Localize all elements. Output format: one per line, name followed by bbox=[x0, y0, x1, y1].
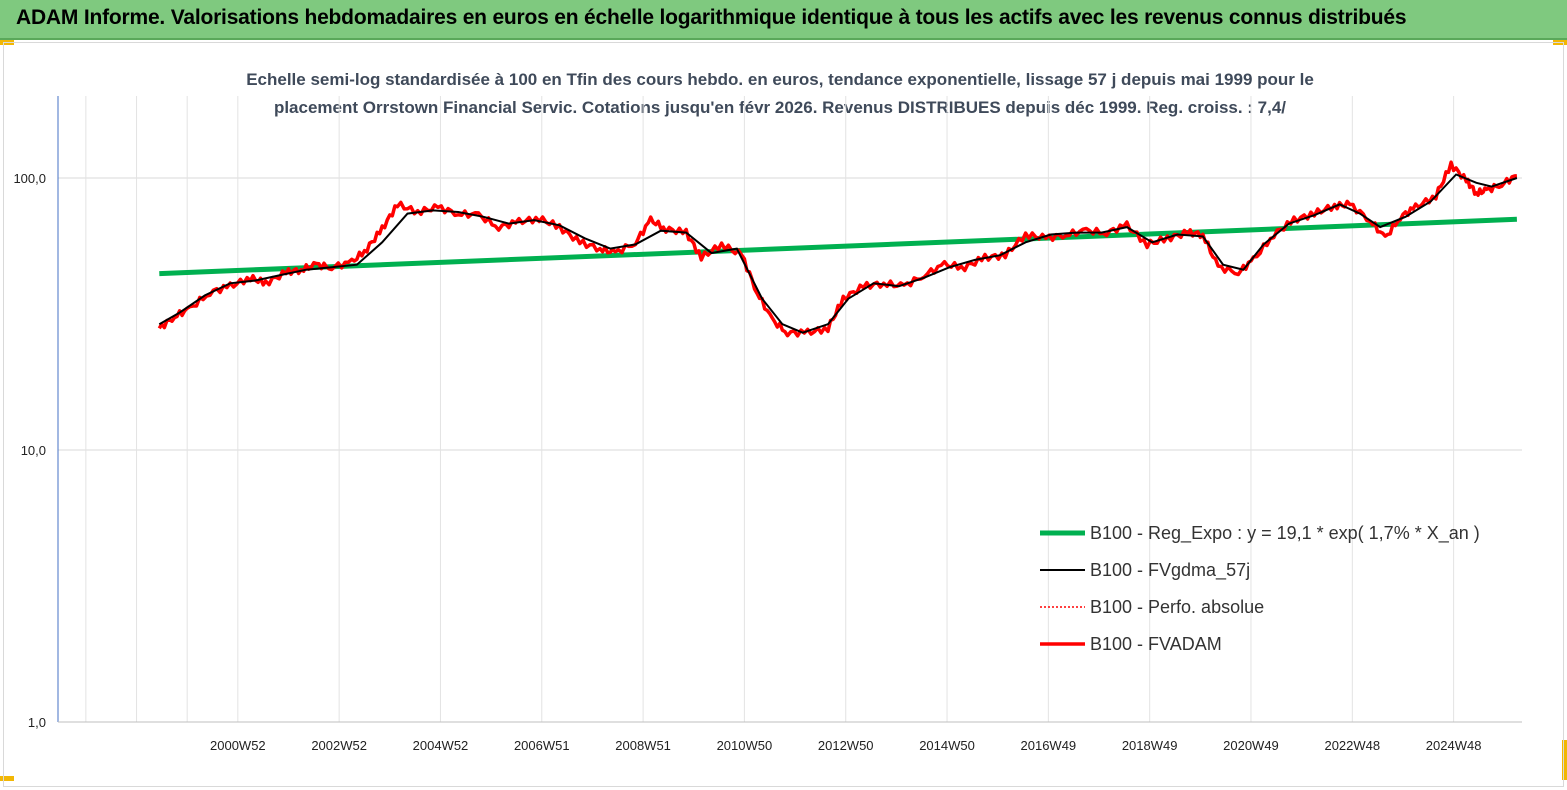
x-tick-label: 2018W49 bbox=[1122, 738, 1178, 753]
grid-layer bbox=[58, 96, 1522, 723]
legend-label-3: B100 - FVADAM bbox=[1090, 634, 1222, 654]
report-title: ADAM Informe. Valorisations hebdomadaire… bbox=[16, 6, 1407, 29]
chart-title-line-2: placement Orrstown Financial Servic. Cot… bbox=[273, 98, 1287, 117]
x-tick-label: 2020W49 bbox=[1223, 738, 1279, 753]
x-tick-label: 2014W50 bbox=[919, 738, 975, 753]
y-tick-label: 100,0 bbox=[13, 171, 46, 186]
x-tick-label: 2000W52 bbox=[210, 738, 266, 753]
x-tick-label: 2022W48 bbox=[1324, 738, 1380, 753]
x-tick-label: 2006W51 bbox=[514, 738, 570, 753]
chart-title: Echelle semi-log standardisée à 100 en T… bbox=[180, 66, 1380, 122]
chart-title-line-1: Echelle semi-log standardisée à 100 en T… bbox=[246, 70, 1314, 89]
x-tick-label: 2002W52 bbox=[311, 738, 367, 753]
legend-label-1: B100 - FVgdma_57j bbox=[1090, 560, 1250, 581]
x-tick-label: 2008W51 bbox=[615, 738, 671, 753]
legend-label-0: B100 - Reg_Expo : y = 19,1 * exp( 1,7% *… bbox=[1090, 523, 1480, 544]
x-tick-label: 2024W48 bbox=[1426, 738, 1482, 753]
axis-layer: 100,0 10,0 1,0 2000W52 2002W52 2004W52 2006W51… bbox=[13, 96, 1522, 753]
series-line-0 bbox=[159, 216, 1517, 277]
chart-legend: B100 - Reg_Expo : y = 19,1 * exp( 1,7% *… bbox=[1040, 523, 1480, 654]
x-tick-label: 2004W52 bbox=[413, 738, 469, 753]
series-line-3 bbox=[157, 160, 1518, 338]
series-layer bbox=[157, 160, 1518, 338]
series-line-1 bbox=[158, 173, 1518, 334]
y-tick-label: 1,0 bbox=[28, 715, 46, 730]
y-tick-label: 10,0 bbox=[21, 443, 46, 458]
x-tick-label: 2012W50 bbox=[818, 738, 874, 753]
chart-frame bbox=[3, 42, 1564, 787]
header-bar: ADAM Informe. Valorisations hebdomadaire… bbox=[0, 0, 1567, 40]
x-tick-label: 2010W50 bbox=[717, 738, 773, 753]
x-tick-label: 2016W49 bbox=[1021, 738, 1077, 753]
corner-marker-bottom-left bbox=[0, 776, 14, 781]
legend-label-2: B100 - Perfo. absolue bbox=[1090, 597, 1264, 617]
corner-marker-bottom-right bbox=[1562, 740, 1567, 780]
